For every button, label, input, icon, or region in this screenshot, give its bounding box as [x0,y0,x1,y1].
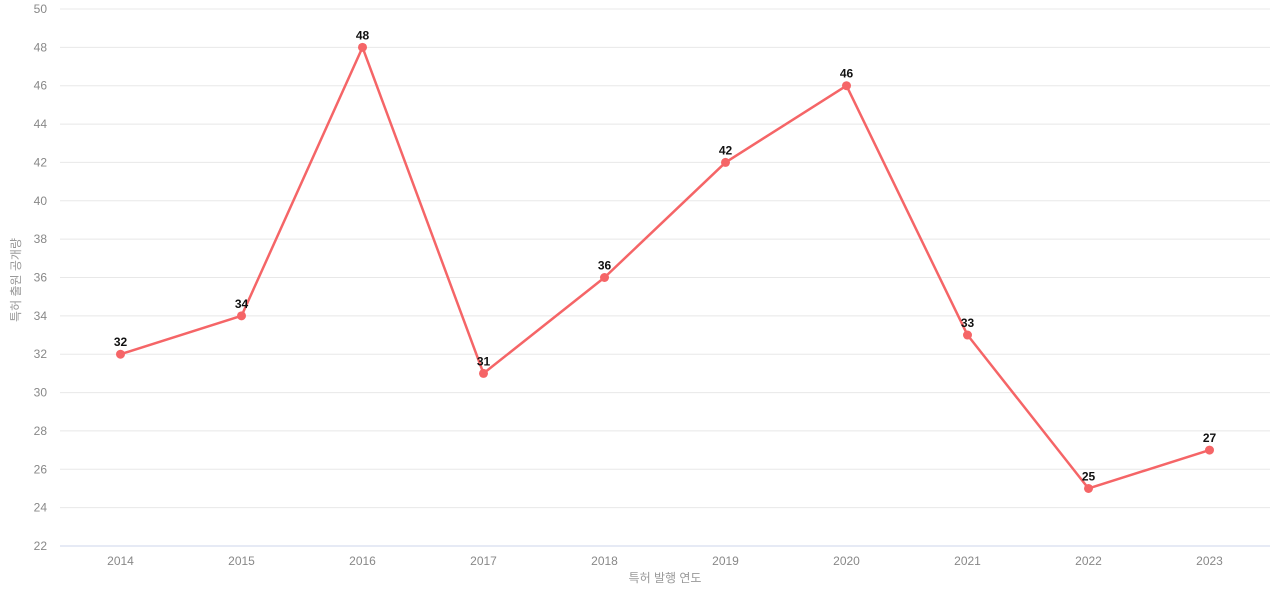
data-point-label: 33 [961,316,975,330]
data-point-label: 36 [598,259,612,273]
series-polyline [119,46,1211,490]
data-points [116,42,1214,493]
y-tick-label: 40 [34,194,48,208]
y-axis-title: 특허 출원 공개량 [9,238,23,322]
data-point-label: 46 [840,67,854,81]
x-tick-label: 2022 [1075,554,1102,568]
y-tick-label: 42 [34,155,48,169]
y-tick-label: 38 [34,232,48,246]
x-tick-label: 2015 [228,554,255,568]
y-tick-label: 46 [34,79,48,93]
x-tick-label: 2018 [591,554,618,568]
y-tick-label: 30 [34,386,48,400]
x-tick-label: 2017 [470,554,497,568]
data-point-label: 42 [719,143,733,157]
data-point[interactable] [358,42,367,52]
y-tick-label: 50 [34,2,48,16]
y-tick-label: 28 [34,424,48,438]
y-tick-label: 26 [34,462,48,476]
data-point-label: 27 [1203,431,1217,445]
y-tick-label: 48 [34,40,48,54]
x-tick-label: 2014 [107,554,134,568]
x-tick-label: 2023 [1196,554,1223,568]
data-point[interactable] [479,368,488,378]
data-point[interactable] [1084,483,1093,493]
y-tick-label: 32 [34,347,48,361]
y-tick-label: 36 [34,271,48,285]
x-tick-label: 2019 [712,554,739,568]
data-point-label: 32 [114,335,128,349]
data-point-label: 25 [1082,469,1096,483]
x-tick-label: 2021 [954,554,981,568]
x-axis-title: 특허 발행 연도 [629,570,702,585]
data-point[interactable] [963,330,972,340]
data-point[interactable] [842,81,851,91]
data-point[interactable] [600,273,609,282]
y-tick-label: 24 [34,501,48,515]
x-tick-label: 2020 [833,554,860,568]
data-point-label: 48 [356,28,370,42]
x-tick-label: 2016 [349,554,376,568]
y-tick-label: 44 [34,117,48,131]
data-point-label: 31 [477,354,491,368]
gridlines [60,8,1270,547]
y-axis-tick-labels: 22 24 26 28 30 32 34 36 38 40 42 44 46 48 50 [34,2,48,553]
data-point[interactable] [721,157,730,167]
series-line [119,46,1211,490]
data-point-label: 34 [235,297,249,311]
y-tick-label: 22 [34,539,48,553]
data-point[interactable] [1205,445,1214,455]
data-point-labels: 32 34 48 31 36 42 46 33 25 27 [114,28,1217,483]
data-point[interactable] [116,349,125,359]
x-axis-tick-labels: 2014 2015 2016 2017 2018 2019 2020 2021 2022 2023 [107,554,1223,568]
data-point[interactable] [237,311,246,321]
y-tick-label: 34 [34,309,48,323]
